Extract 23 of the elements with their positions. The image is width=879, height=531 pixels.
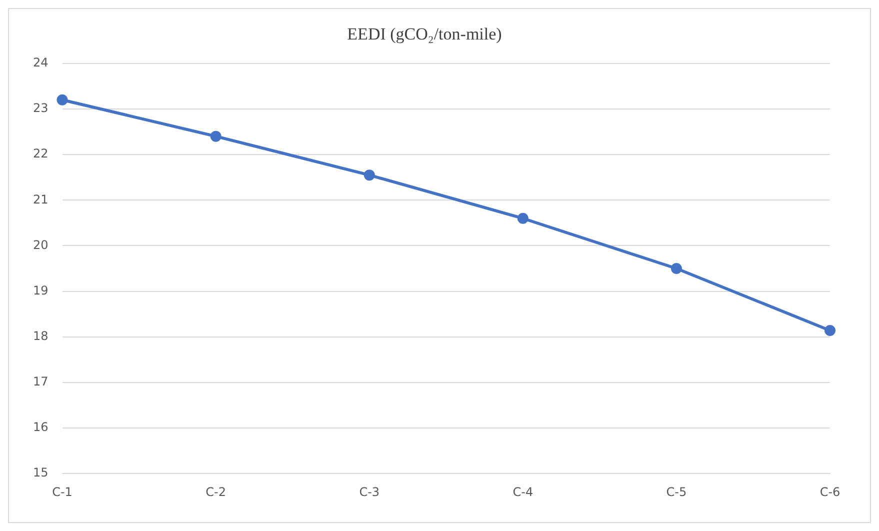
chart-title: EEDI (gCO₂/ton-mile) — [347, 24, 502, 44]
y-tick-label: 20 — [32, 238, 48, 252]
point — [670, 263, 682, 274]
y-tick-label: 15 — [32, 466, 48, 480]
y-tick-label: 16 — [32, 420, 48, 434]
x-tick-label: C-1 — [52, 484, 72, 499]
x-tick-label: C-4 — [512, 484, 534, 499]
y-tick-label: 22 — [32, 146, 48, 161]
y-tick-label: 17 — [32, 374, 48, 389]
y-tick-label: 19 — [32, 283, 48, 298]
x-tick-label: C-5 — [666, 484, 687, 499]
y-tick-label: 18 — [32, 328, 48, 343]
point — [517, 212, 528, 224]
point — [364, 170, 375, 181]
x-tick-label: C-2 — [206, 484, 226, 499]
y-tick-label: 24 — [32, 56, 48, 70]
x-tick-label: C-6 — [820, 484, 840, 499]
point — [824, 324, 836, 336]
y-tick-label: 21 — [32, 192, 48, 206]
x-tick-label: C-3 — [359, 484, 380, 499]
y-tick-label: 23 — [32, 101, 48, 116]
point — [56, 94, 68, 106]
point — [210, 130, 222, 142]
